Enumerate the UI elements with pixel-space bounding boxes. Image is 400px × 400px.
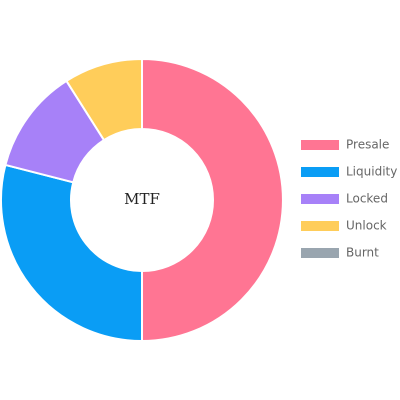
- legend-label-locked: Locked: [346, 192, 388, 206]
- legend-swatch-burnt: [301, 248, 339, 258]
- legend-swatch-presale: [301, 140, 339, 150]
- legend-label-presale: Presale: [346, 138, 389, 152]
- legend-item-liquidity[interactable]: Liquidity: [301, 165, 397, 179]
- chart-slices: [0, 57, 284, 343]
- slice-unlock[interactable]: [65, 57, 143, 142]
- legend-label-burnt: Burnt: [346, 246, 379, 260]
- legend-swatch-liquidity: [301, 167, 339, 177]
- slice-presale[interactable]: [141, 57, 284, 343]
- legend-swatch-unlock: [301, 221, 339, 231]
- legend-label-unlock: Unlock: [346, 219, 387, 233]
- legend-item-unlock[interactable]: Unlock: [301, 219, 387, 233]
- chart-legend: Presale Liquidity Locked Unlock Burnt: [301, 138, 397, 260]
- legend-swatch-locked: [301, 194, 339, 204]
- slice-liquidity[interactable]: [0, 163, 143, 343]
- legend-label-liquidity: Liquidity: [346, 165, 397, 179]
- legend-item-burnt[interactable]: Burnt: [301, 246, 379, 260]
- legend-item-presale[interactable]: Presale: [301, 138, 389, 152]
- legend-item-locked[interactable]: Locked: [301, 192, 388, 206]
- chart-center-label: MTF: [124, 190, 160, 208]
